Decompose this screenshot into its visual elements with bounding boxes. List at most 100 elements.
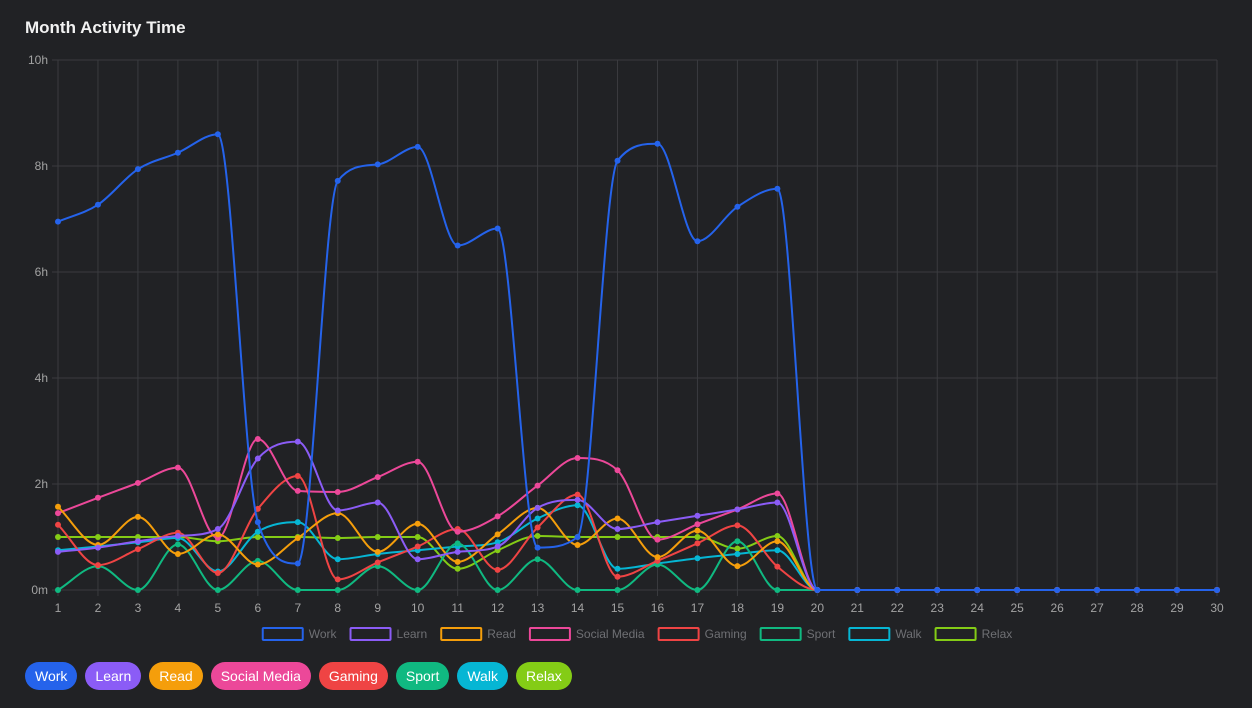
data-point-relax [334,535,341,542]
data-point-social-media [614,467,621,474]
data-point-sport [694,587,701,593]
data-point-gaming [614,573,621,580]
data-point-social-media [334,488,341,495]
data-point-gaming [94,562,101,569]
data-point-social-media [774,490,781,497]
data-point-relax [774,532,781,539]
data-point-work [214,131,221,138]
x-tick-label: 19 [771,601,785,615]
filter-tag-sport[interactable]: Sport [395,662,450,690]
data-point-learn [454,548,461,555]
data-point-read [294,535,301,542]
data-point-learn [774,499,781,506]
data-point-read [55,503,61,510]
legend-label-read: Read [487,627,516,641]
data-point-sport [774,587,781,593]
x-tick-label: 5 [215,601,222,615]
data-point-work [854,587,861,593]
data-point-gaming [734,522,741,529]
data-point-social-media [55,510,61,517]
filter-tag-read[interactable]: Read [149,662,203,690]
data-point-work [1174,587,1181,593]
data-point-sport [214,587,221,593]
data-point-social-media [294,487,301,494]
filter-tag-learn[interactable]: Learn [85,662,142,690]
data-point-social-media [454,528,461,535]
data-point-relax [55,534,61,540]
data-point-walk [694,555,701,562]
x-tick-label: 13 [531,601,545,615]
data-point-gaming [214,570,221,577]
data-point-sport [334,587,341,593]
data-point-work [774,185,781,192]
x-tick-label: 24 [971,601,985,615]
data-point-work [654,140,661,147]
data-point-work [614,157,621,164]
data-point-work [734,203,741,210]
legend-label-relax: Relax [982,627,1013,641]
data-point-gaming [414,543,421,550]
data-point-sport [174,541,181,548]
data-point-work [374,161,381,168]
data-point-walk [574,502,581,509]
data-point-walk [734,550,741,557]
data-point-read [774,538,781,545]
legend-label-gaming: Gaming [705,627,747,641]
data-point-sport [494,587,501,593]
x-tick-label: 28 [1130,601,1144,615]
data-point-social-media [654,536,661,543]
data-point-gaming [134,546,141,553]
data-point-read [734,563,741,570]
x-tick-label: 25 [1010,601,1024,615]
data-point-gaming [55,521,61,528]
x-tick-label: 18 [731,601,745,615]
data-point-learn [734,506,741,513]
data-point-work [414,143,421,150]
data-point-work [294,560,301,567]
legend-label-work: Work [309,627,338,641]
x-tick-label: 11 [451,601,464,615]
filter-tag-relax[interactable]: Relax [515,662,572,690]
data-point-learn [94,544,101,551]
data-point-learn [374,499,381,506]
filter-tag-work[interactable]: Work [25,662,78,690]
data-point-social-media [694,521,701,528]
data-point-learn [334,507,341,514]
page-title: Month Activity Time [25,18,186,37]
data-point-social-media [534,482,541,489]
data-point-work [94,201,101,208]
y-tick-label: 8h [35,159,48,173]
data-point-learn [134,538,141,545]
x-tick-label: 2 [95,601,102,615]
data-point-relax [254,534,261,540]
series-line-gaming [57,475,1217,591]
data-point-sport [574,587,581,593]
filter-tag-walk[interactable]: Walk [457,662,508,690]
data-point-relax [454,565,461,572]
data-point-sport [414,587,421,593]
data-point-read [694,527,701,534]
data-point-read [374,548,381,555]
y-tick-label: 2h [35,477,48,491]
y-tick-label: 10h [28,53,48,67]
filter-tag-gaming[interactable]: Gaming [318,662,388,690]
data-point-learn [414,556,421,563]
data-point-relax [134,534,141,540]
data-point-read [574,541,581,548]
data-point-social-media [374,474,381,481]
data-point-sport [134,587,141,593]
data-point-sport [534,556,541,563]
data-point-gaming [494,566,501,573]
data-point-gaming [294,473,301,480]
data-point-sport [55,587,61,593]
filter-tag-social-media[interactable]: Social Media [210,662,311,690]
data-point-work [494,225,501,232]
data-point-sport [294,587,301,593]
legend-swatch-learn [349,627,392,641]
data-point-read [214,531,221,538]
y-tick-label: 4h [35,371,48,385]
data-point-social-media [134,479,141,486]
x-tick-label: 10 [411,601,425,615]
x-tick-label: 17 [691,601,705,615]
